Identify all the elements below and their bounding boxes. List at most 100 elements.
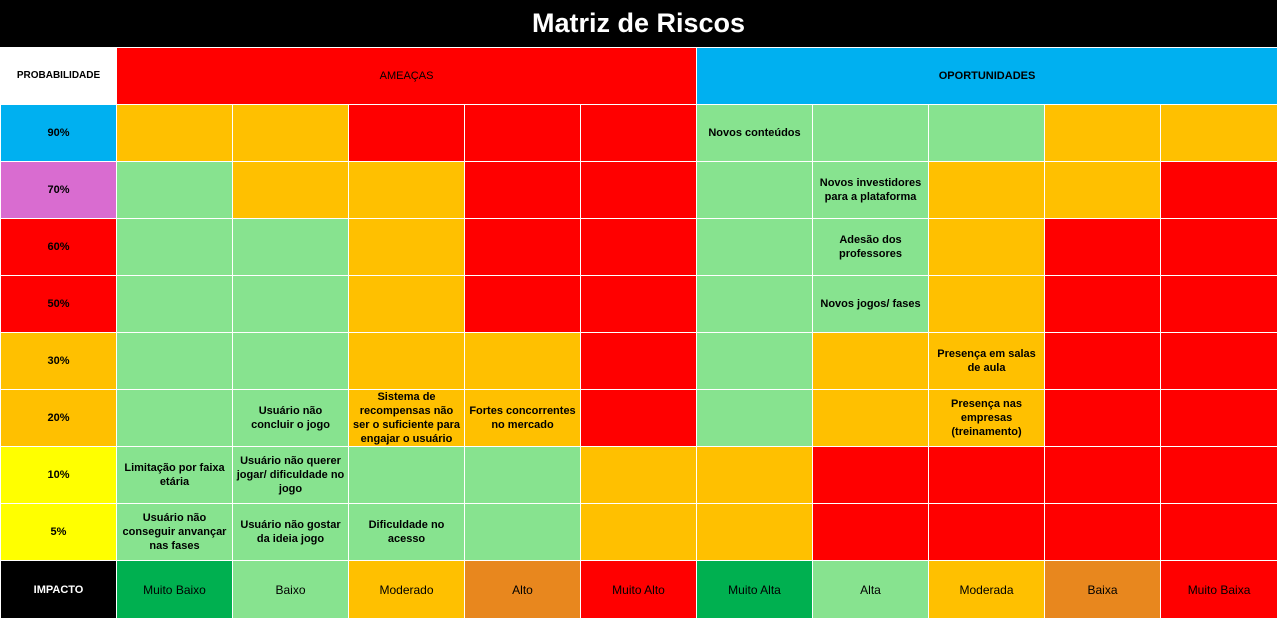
threat-cell: Usuário não gostar da ideia jogo xyxy=(232,503,349,561)
impact-level: Moderada xyxy=(928,560,1046,619)
opportunity-cell xyxy=(696,161,814,219)
probability-label: 70% xyxy=(0,161,117,219)
threat-cell xyxy=(232,161,349,219)
opportunity-cell xyxy=(1044,389,1162,447)
threat-cell: Limitação por faixa etária xyxy=(116,446,233,504)
threat-cell xyxy=(464,218,581,276)
opportunity-cell xyxy=(812,446,930,504)
threat-cell xyxy=(232,275,349,333)
threat-cell xyxy=(116,389,233,447)
probability-row: 50% Novos jogos/ fases xyxy=(0,275,1277,333)
opportunity-cell xyxy=(928,446,1046,504)
threat-cell xyxy=(116,275,233,333)
opportunity-cell xyxy=(696,446,814,504)
oportunidades-header: OPORTUNIDADES xyxy=(696,47,1277,105)
threat-cell xyxy=(348,104,465,162)
probability-row: 5% Usuário não conseguir anvançar nas fas… xyxy=(0,503,1277,561)
threat-cell xyxy=(232,218,349,276)
probability-label: 10% xyxy=(0,446,117,504)
threat-cell xyxy=(579,275,698,333)
opportunity-cell xyxy=(812,104,930,162)
probability-row: 10% Limitação por faixa etária Usuário não… xyxy=(0,446,1277,504)
threat-cell xyxy=(579,218,698,276)
threat-cell: Usuário não concluir o jogo xyxy=(232,389,349,447)
threat-cell xyxy=(464,332,581,390)
opportunity-cell xyxy=(928,503,1046,561)
threat-cell xyxy=(579,161,698,219)
opportunity-cell xyxy=(1160,161,1277,219)
impact-level: Alto xyxy=(464,560,581,619)
probability-label: 5% xyxy=(0,503,117,561)
opportunity-cell xyxy=(1160,104,1277,162)
opportunity-cell xyxy=(1160,332,1277,390)
opportunity-cell xyxy=(1160,389,1277,447)
impacto-label: IMPACTO xyxy=(0,560,117,619)
probability-row: 60% Adesão dos professores xyxy=(0,218,1277,276)
threat-cell xyxy=(116,104,233,162)
page-title: Matriz de Riscos xyxy=(0,0,1277,47)
opportunity-cell xyxy=(696,503,814,561)
threat-cell xyxy=(464,104,581,162)
threat-cell xyxy=(116,218,233,276)
opportunity-cell xyxy=(928,161,1046,219)
opportunity-cell: Novos jogos/ fases xyxy=(812,275,930,333)
threat-cell xyxy=(579,446,698,504)
impact-level: Muito Baixa xyxy=(1160,560,1277,619)
threat-cell xyxy=(579,104,698,162)
probability-row: 30% Presença em salas de aula xyxy=(0,332,1277,390)
threat-cell: Usuário não querer jogar/ dificuldade no… xyxy=(232,446,349,504)
opportunity-cell xyxy=(696,275,814,333)
probability-label: 20% xyxy=(0,389,117,447)
threat-cell xyxy=(579,503,698,561)
threat-cell: Dificuldade no acesso xyxy=(348,503,465,561)
opportunity-cell xyxy=(1044,332,1162,390)
opportunity-cell xyxy=(696,389,814,447)
opportunity-cell: Adesão dos professores xyxy=(812,218,930,276)
threat-cell xyxy=(464,446,581,504)
threat-cell xyxy=(464,161,581,219)
probability-row: 70% Novos investidores para a plataforma xyxy=(0,161,1277,219)
opportunity-cell xyxy=(812,332,930,390)
opportunity-cell xyxy=(1044,503,1162,561)
probability-label: 30% xyxy=(0,332,117,390)
opportunity-cell xyxy=(1044,218,1162,276)
impact-level: Moderado xyxy=(348,560,465,619)
probability-label: 50% xyxy=(0,275,117,333)
impact-level: Muito Alta xyxy=(696,560,814,619)
impact-level: Muito Baixo xyxy=(116,560,233,619)
threat-cell: Usuário não conseguir anvançar nas fases xyxy=(116,503,233,561)
opportunity-cell xyxy=(1044,161,1162,219)
impact-level: Baixa xyxy=(1044,560,1162,619)
opportunity-cell xyxy=(696,218,814,276)
opportunity-cell xyxy=(928,104,1046,162)
threat-cell xyxy=(116,332,233,390)
probability-row: 20% Usuário não concluir o jogo Sistema de… xyxy=(0,389,1277,447)
opportunity-cell: Novos investidores para a plataforma xyxy=(812,161,930,219)
ameacas-header: AMEAÇAS xyxy=(115,47,698,105)
impact-level: Alta xyxy=(812,560,930,619)
threat-cell xyxy=(464,503,581,561)
probabilidade-header: PROBABILIDADE xyxy=(0,47,117,105)
threat-cell xyxy=(579,332,698,390)
opportunity-cell xyxy=(812,503,930,561)
impact-row: IMPACTO Muito Baixo Baixo Moderado Alto Muito… xyxy=(0,560,1277,619)
opportunity-cell xyxy=(928,218,1046,276)
opportunity-cell xyxy=(1160,275,1277,333)
threat-cell xyxy=(232,332,349,390)
opportunity-cell xyxy=(1044,104,1162,162)
opportunity-cell xyxy=(928,275,1046,333)
opportunity-cell xyxy=(1160,218,1277,276)
threat-cell xyxy=(348,218,465,276)
opportunity-cell xyxy=(812,389,930,447)
opportunity-cell xyxy=(1160,446,1277,504)
probability-row: 90% Novos conteúdos xyxy=(0,104,1277,162)
probability-label: 90% xyxy=(0,104,117,162)
header-row: PROBABILIDADE AMEAÇAS OPORTUNIDADES xyxy=(0,47,1277,105)
threat-cell xyxy=(348,275,465,333)
threat-cell xyxy=(348,161,465,219)
threat-cell xyxy=(232,104,349,162)
threat-cell xyxy=(348,332,465,390)
opportunity-cell xyxy=(696,332,814,390)
threat-cell xyxy=(579,389,698,447)
probability-label: 60% xyxy=(0,218,117,276)
